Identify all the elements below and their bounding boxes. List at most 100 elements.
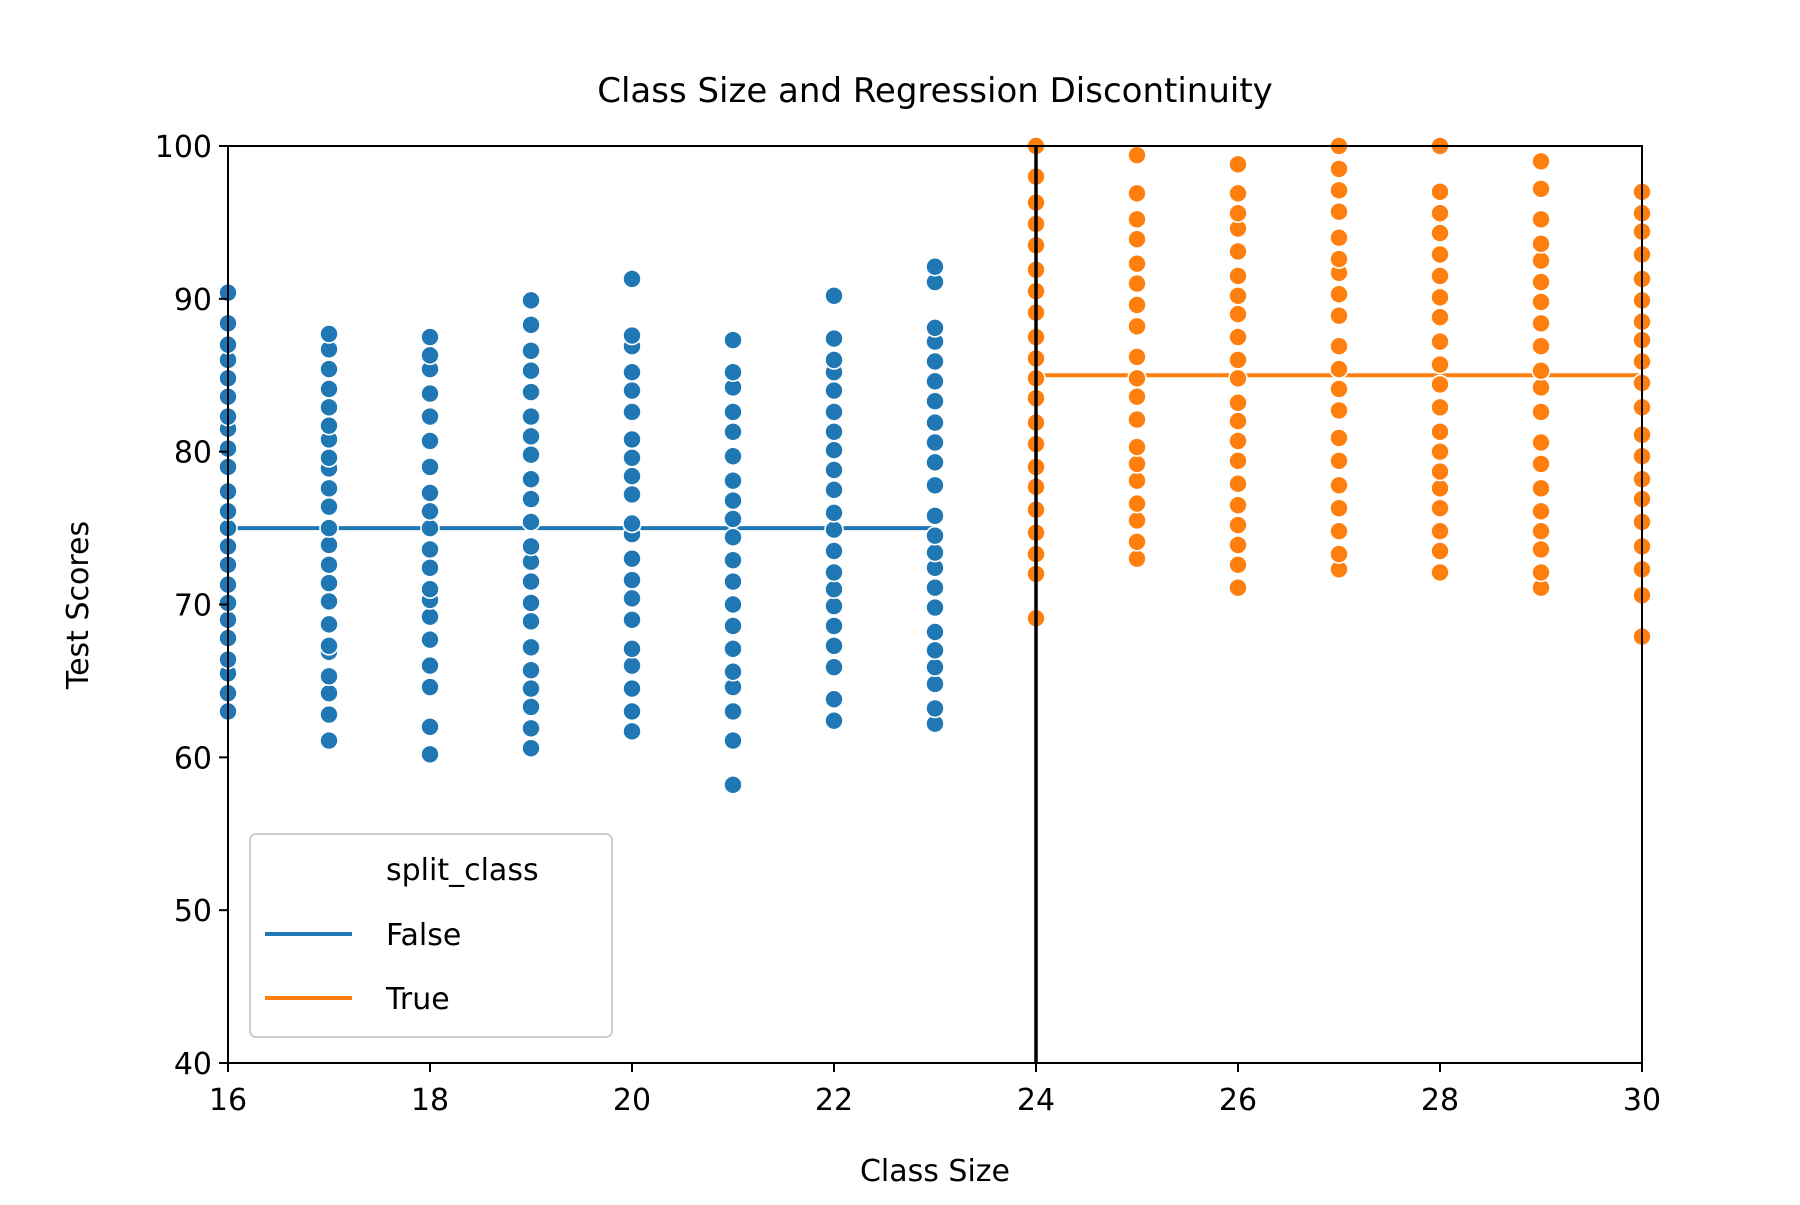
data-point-false	[723, 730, 743, 751]
data-point-false	[521, 593, 541, 613]
data-point-true	[1329, 227, 1349, 248]
data-point-false	[521, 512, 541, 532]
data-point-true	[1531, 478, 1551, 499]
data-point-false	[824, 635, 844, 656]
data-point-false	[622, 588, 642, 609]
y-tick-label: 60	[174, 741, 212, 776]
data-point-true	[1127, 253, 1147, 274]
data-point-true	[1430, 182, 1450, 202]
data-point-false	[723, 402, 743, 422]
data-point-true	[1228, 515, 1248, 535]
data-point-false	[824, 710, 844, 731]
data-point-false	[622, 655, 642, 676]
data-point-false	[925, 657, 945, 677]
data-point-true	[1531, 178, 1551, 199]
data-point-true	[1127, 386, 1147, 407]
data-point-true	[1127, 510, 1147, 531]
data-point-false	[521, 637, 541, 658]
data-point-false	[521, 290, 541, 311]
data-point-true	[1228, 392, 1248, 413]
data-point-false	[319, 704, 339, 725]
data-point-false	[723, 527, 743, 548]
data-point-false	[723, 470, 743, 491]
data-point-false	[622, 484, 642, 505]
data-point-true	[1127, 454, 1147, 474]
data-point-false	[622, 513, 642, 534]
data-point-false	[319, 496, 339, 517]
data-point-false	[319, 573, 339, 593]
data-point-false	[420, 655, 440, 676]
data-point-true	[1531, 313, 1551, 334]
data-points	[218, 136, 1652, 795]
data-point-false	[824, 657, 844, 677]
data-point-false	[622, 570, 642, 590]
legend-label-true: True	[385, 982, 450, 1017]
data-point-true	[1531, 521, 1551, 541]
data-point-false	[925, 542, 945, 563]
legend-box	[249, 833, 613, 1038]
data-point-false	[824, 402, 844, 422]
data-point-false	[723, 490, 743, 511]
data-point-true	[1228, 203, 1248, 224]
data-point-false	[420, 457, 440, 477]
data-point-true	[1430, 461, 1450, 482]
data-point-false	[723, 616, 743, 636]
data-point-true	[1329, 180, 1349, 201]
data-point-false	[723, 550, 743, 570]
data-point-false	[723, 775, 743, 795]
data-point-true	[1127, 347, 1147, 367]
data-point-true	[1531, 377, 1551, 398]
data-point-false	[319, 379, 339, 399]
y-tick-label: 70	[174, 589, 212, 624]
data-point-false	[319, 359, 339, 379]
x-tick-label: 18	[411, 1083, 449, 1118]
data-point-true	[1531, 250, 1551, 271]
data-point-true	[1228, 154, 1248, 175]
data-point-true	[1127, 368, 1147, 389]
data-point-false	[925, 698, 945, 719]
data-point-false	[622, 609, 642, 630]
data-point-true	[1430, 421, 1450, 442]
data-point-false	[319, 730, 339, 751]
chart-title: Class Size and Regression Discontinuity	[597, 71, 1273, 111]
data-point-true	[1228, 241, 1248, 262]
data-point-false	[824, 440, 844, 460]
data-point-true	[1127, 493, 1147, 514]
x-tick-label: 22	[815, 1083, 853, 1118]
data-point-false	[521, 611, 541, 632]
data-point-false	[319, 635, 339, 656]
data-point-false	[824, 460, 844, 480]
data-point-false	[420, 558, 440, 578]
data-point-false	[824, 562, 844, 583]
data-point-false	[521, 469, 541, 489]
data-point-true	[1329, 451, 1349, 471]
data-point-false	[521, 697, 541, 717]
data-point-false	[925, 371, 945, 392]
data-point-true	[1329, 475, 1349, 496]
data-point-true	[1127, 229, 1147, 250]
data-point-true	[1127, 183, 1147, 204]
data-point-true	[1228, 411, 1248, 431]
data-point-true	[1430, 223, 1450, 243]
data-point-true	[1430, 287, 1450, 308]
data-point-true	[1430, 354, 1450, 375]
data-point-false	[319, 591, 339, 612]
legend-title: split_class	[386, 853, 539, 888]
data-point-true	[1430, 244, 1450, 265]
data-point-false	[319, 666, 339, 687]
data-point-true	[1228, 473, 1248, 494]
data-point-false	[824, 285, 844, 306]
data-point-true	[1228, 577, 1248, 598]
data-point-false	[521, 536, 541, 557]
data-point-true	[1228, 368, 1248, 389]
data-point-false	[521, 738, 541, 758]
data-point-true	[1228, 304, 1248, 324]
x-tick-label: 28	[1421, 1083, 1459, 1118]
data-point-true	[1127, 409, 1147, 430]
data-point-false	[824, 616, 844, 636]
data-point-false	[925, 391, 945, 412]
y-tick-label: 90	[174, 283, 212, 318]
data-point-true	[1329, 359, 1349, 379]
data-point-false	[824, 480, 844, 500]
data-point-true	[1329, 249, 1349, 269]
